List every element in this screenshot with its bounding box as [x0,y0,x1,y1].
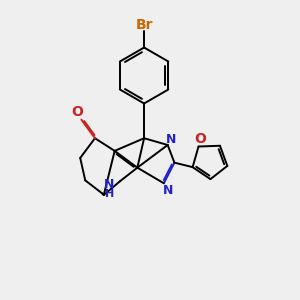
Text: Br: Br [135,18,153,32]
Text: N: N [163,184,173,196]
Text: N: N [104,178,115,191]
Text: O: O [194,132,206,145]
Text: O: O [72,105,83,119]
Text: H: H [105,189,114,199]
Text: N: N [166,133,177,146]
